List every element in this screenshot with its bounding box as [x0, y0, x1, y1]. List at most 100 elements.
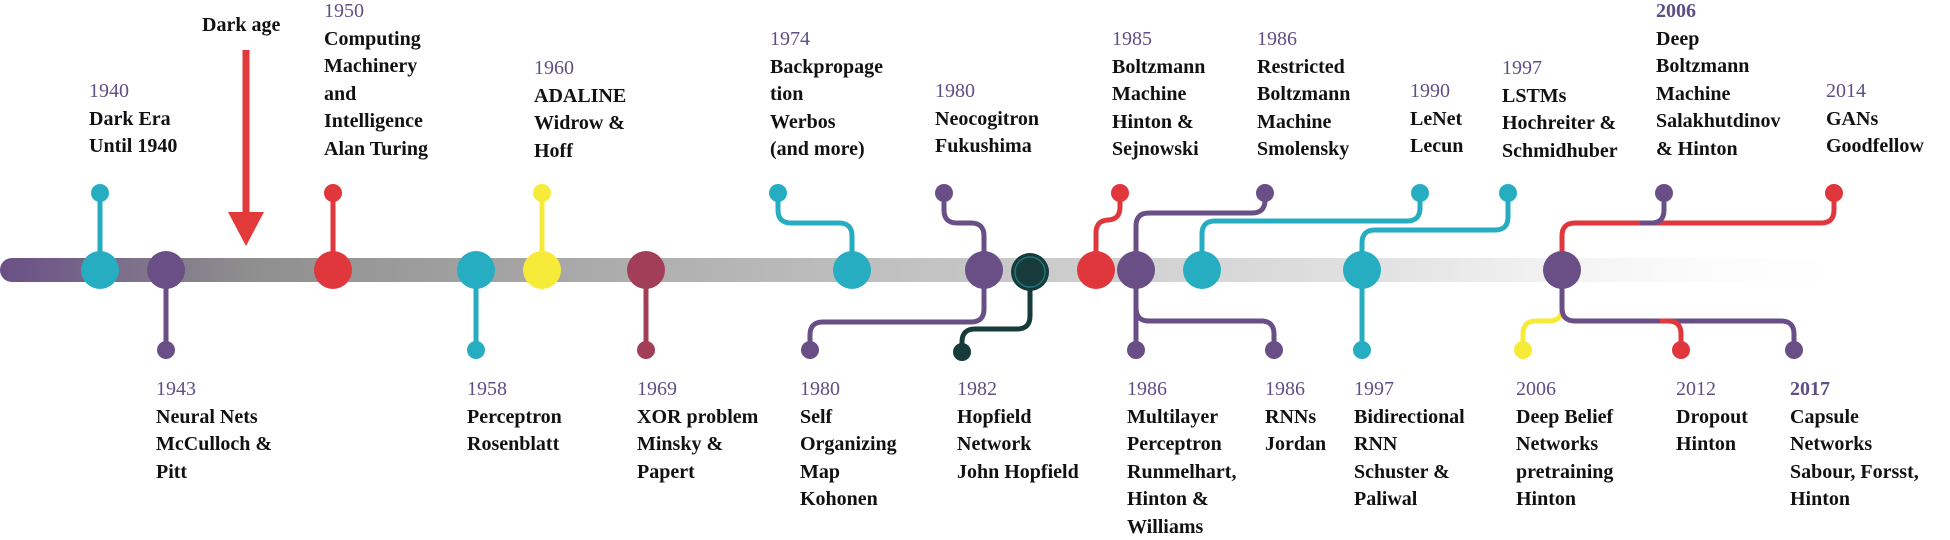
pin-1958 [467, 341, 485, 359]
event-label-2017: 2017 Capsule Networks Sabour, Forsst, Hi… [1790, 376, 1919, 514]
pin-1950 [324, 184, 342, 202]
event-label-1986-mlp: 1986 Multilayer Perceptron Runmelhart, H… [1127, 376, 1236, 540]
event-label-1974: 1974 Backpropage tion Werbos (and more) [770, 26, 883, 164]
connector-2006-dbm [1640, 193, 1667, 226]
event-text: Boltzmann [1656, 55, 1750, 77]
event-text: Hoff [534, 139, 573, 162]
event-year: 1997 [1354, 378, 1394, 400]
node-1974 [833, 251, 871, 289]
event-text: Network [957, 433, 1032, 455]
event-text: GANs [1826, 107, 1879, 130]
event-text: Machine [1257, 110, 1332, 133]
event-text: Boltzmann [1112, 55, 1206, 78]
pin-2006-dbn [1514, 341, 1532, 359]
connector-1986-rbm [1133, 193, 1268, 270]
event-text: Computing [324, 27, 421, 50]
pin-1985 [1111, 184, 1129, 202]
event-text: Lecun [1410, 135, 1464, 157]
connector-2017 [1559, 270, 1797, 350]
event-label-2014: 2014 GANs Goodfellow [1826, 78, 1924, 161]
event-year: 1990 [1410, 80, 1450, 102]
event-text: XOR problem [637, 405, 759, 428]
event-text: LeNet [1410, 107, 1463, 130]
event-label-1986-rbm: 1986 Restricted Boltzmann Machine Smolen… [1257, 26, 1350, 164]
node-1982 [1011, 253, 1049, 291]
event-label-1997-birnn: 1997 Bidirectional RNN Schuster & Paliwa… [1354, 376, 1465, 514]
event-text: Smolensky [1257, 138, 1350, 160]
event-text: pretraining [1516, 460, 1614, 483]
event-text: Minsky & [637, 433, 724, 455]
event-text: Multilayer [1127, 405, 1219, 428]
event-text: Intelligence [324, 110, 423, 132]
pin-1980-neocogitron [935, 184, 953, 202]
event-text: Neocogitron [935, 107, 1040, 130]
event-year: 1997 [1502, 57, 1542, 79]
event-text: Hopfield [957, 405, 1032, 428]
event-label-2006-dbn: 2006 Deep Belief Networks pretraining Hi… [1516, 376, 1613, 514]
event-year: 2006 [1516, 378, 1556, 400]
node-1997 [1343, 251, 1381, 289]
event-text: Neural Nets [156, 405, 258, 428]
event-text: Hinton & [1127, 488, 1209, 510]
event-label-2012: 2012 Dropout Hinton [1676, 376, 1748, 459]
event-text: Goodfellow [1826, 135, 1924, 157]
dark-age-label: Dark age [202, 14, 281, 36]
event-year: 1986 [1127, 378, 1167, 400]
pin-1940 [91, 184, 109, 202]
event-text: Hinton [1516, 488, 1577, 510]
event-year: 1943 [156, 378, 196, 400]
connector-1974 [775, 193, 855, 270]
connector-1980-neocogitron [941, 193, 987, 270]
pin-2017 [1785, 341, 1803, 359]
pin-2014 [1825, 184, 1843, 202]
event-text: Restricted [1257, 55, 1345, 78]
node-1982-ring [1014, 256, 1046, 288]
event-text: RNN [1354, 433, 1398, 455]
event-text: Machinery [324, 55, 418, 77]
event-text: Pitt [156, 460, 188, 483]
event-label-1969: 1969 XOR problem Minsky & Papert [637, 376, 758, 486]
event-text: Capsule [1790, 405, 1859, 428]
event-text: Widrow & [534, 112, 625, 134]
pin-1943 [157, 341, 175, 359]
event-text: & Hinton [1656, 137, 1738, 160]
event-text: John Hopfield [957, 460, 1079, 483]
event-text: Self [800, 405, 833, 428]
pin-1969 [637, 341, 655, 359]
node-1950 [314, 251, 352, 289]
event-label-1985: 1985 Boltzmann Machine Hinton & Sejnowsk… [1112, 26, 1205, 164]
event-text: Papert [637, 460, 695, 483]
event-year: 1980 [935, 80, 975, 102]
event-text: Werbos [770, 110, 836, 133]
event-text: Fukushima [935, 135, 1032, 157]
event-text: Backpropage [770, 55, 883, 78]
event-text: Paliwal [1354, 488, 1418, 510]
event-text: Alan Turing [324, 137, 428, 160]
event-text: Sejnowski [1112, 138, 1199, 160]
event-year: 1986 [1265, 378, 1305, 400]
timeline-bar [0, 258, 1880, 282]
connector-1990 [1199, 193, 1423, 270]
event-text: Machine [1112, 83, 1187, 105]
event-year: 2006 [1656, 0, 1696, 22]
event-text: Perceptron [467, 405, 562, 428]
event-text: Williams [1127, 515, 1204, 538]
event-label-1997-lstm: 1997 LSTMs Hochreiter & Schmidhuber [1502, 55, 1618, 165]
event-text: Kohonen [800, 488, 878, 510]
event-text: Organizing [800, 433, 897, 455]
event-year: 1980 [800, 378, 840, 400]
pin-2012 [1672, 341, 1690, 359]
event-label-1960: 1960 ADALINE Widrow & Hoff [534, 55, 626, 165]
pin-1974 [769, 184, 787, 202]
pin-1980-som [801, 341, 819, 359]
event-text: Networks [1516, 433, 1599, 455]
pin-1997-lstm [1499, 184, 1517, 202]
event-year: 1969 [637, 378, 677, 400]
pin-1990 [1411, 184, 1429, 202]
event-label-2006-dbm: 2006 Deep Boltzmann Machine Salakhutdino… [1656, 0, 1781, 163]
dark-age-arrow-head [228, 212, 264, 246]
node-1940 [81, 251, 119, 289]
node-2006 [1543, 251, 1581, 289]
event-label-1986-rnns: 1986 RNNs Jordan [1265, 376, 1326, 459]
event-text: Sabour, Forsst, [1790, 460, 1919, 483]
